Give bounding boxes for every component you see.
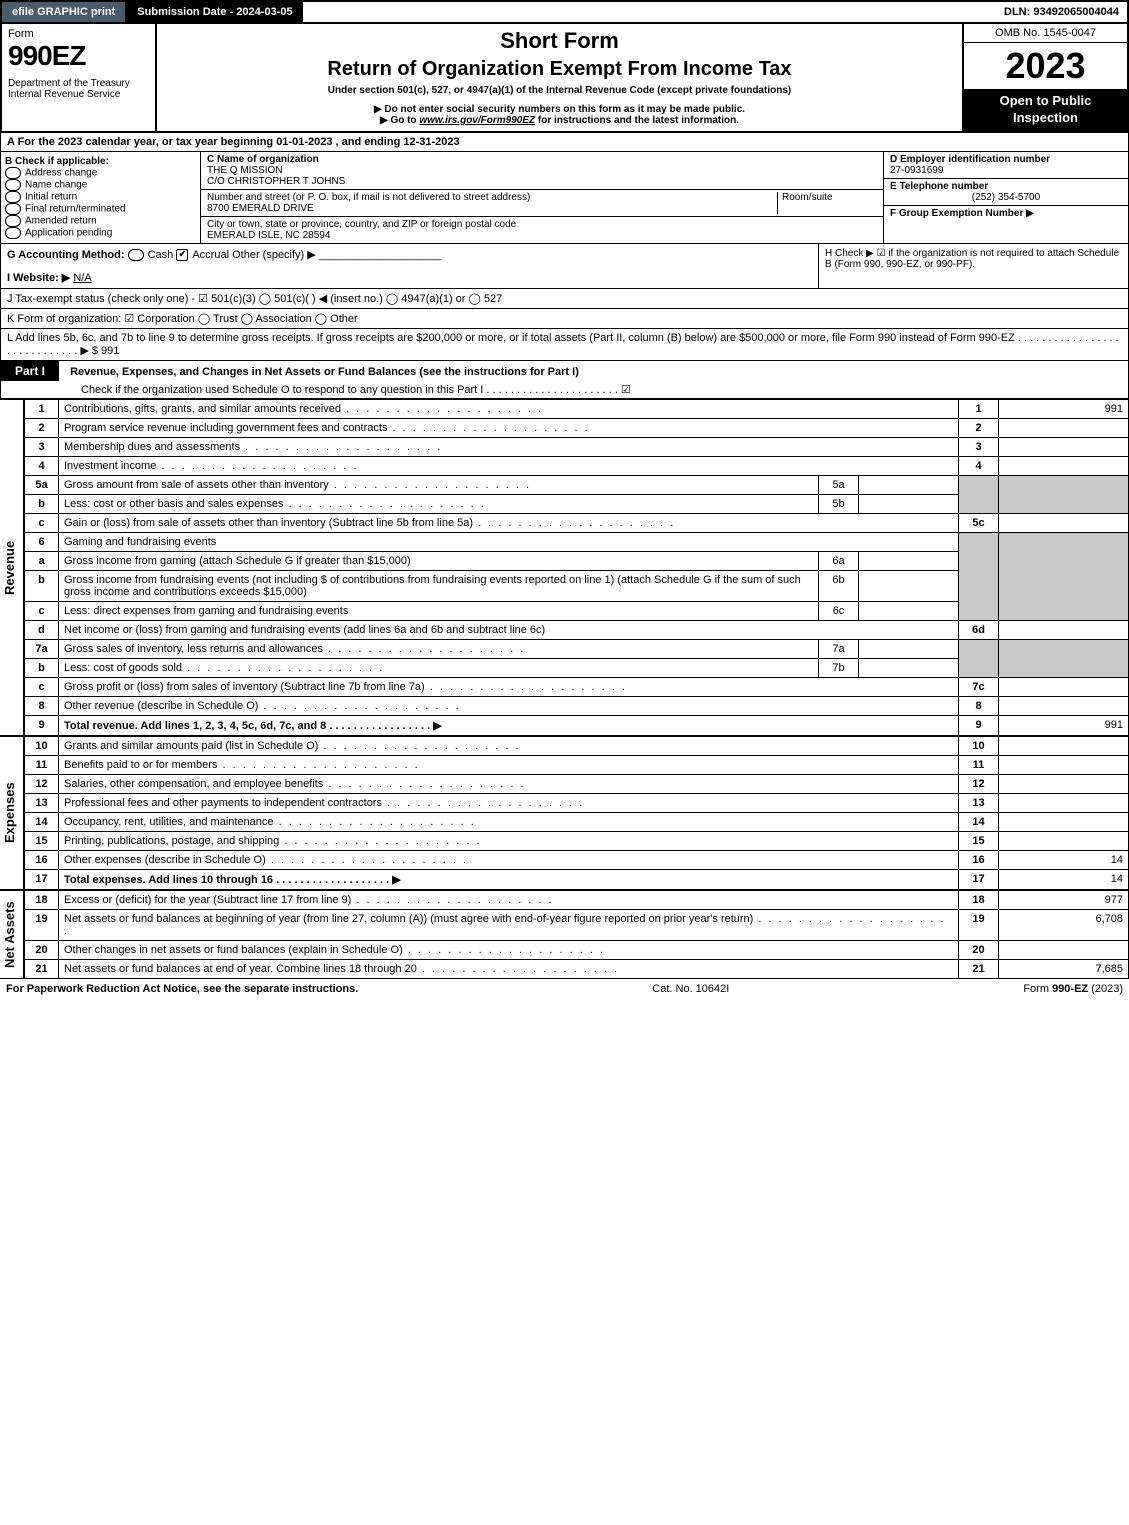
line-7a: 7aGross sales of inventory, less returns…: [25, 639, 1129, 658]
header-mid: Short Form Return of Organization Exempt…: [157, 24, 962, 131]
dln-label: DLN: 93492065004044: [996, 2, 1127, 22]
department-label: Department of the Treasury Internal Reve…: [8, 78, 149, 100]
c-name-label: C Name of organization: [207, 154, 319, 165]
header-left: Form 990EZ Department of the Treasury In…: [2, 24, 157, 131]
line-4: 4Investment income4: [25, 456, 1129, 475]
k-form-of-org: K Form of organization: ☑ Corporation ◯ …: [0, 309, 1129, 329]
section-gh: G Accounting Method: Cash Accrual Other …: [0, 244, 1129, 289]
line-9: 9Total revenue. Add lines 1, 2, 3, 4, 5c…: [25, 715, 1129, 735]
chk-application-pending[interactable]: Application pending: [5, 227, 196, 239]
line-5a: 5aGross amount from sale of assets other…: [25, 475, 1129, 494]
expenses-table: 10Grants and similar amounts paid (list …: [24, 736, 1129, 890]
col-d-ein-phone: D Employer identification number 27-0931…: [883, 152, 1128, 243]
d-ein-label: D Employer identification number: [890, 154, 1122, 165]
line-14: 14Occupancy, rent, utilities, and mainte…: [25, 812, 1129, 831]
form-number: 990EZ: [8, 40, 149, 72]
col-b-check-applicable: B Check if applicable: Address change Na…: [1, 152, 201, 243]
line-18: 18Excess or (deficit) for the year (Subt…: [25, 890, 1129, 909]
ssn-warning: Do not enter social security numbers on …: [163, 104, 956, 115]
line-7c: cGross profit or (loss) from sales of in…: [25, 677, 1129, 696]
line-3: 3Membership dues and assessments3: [25, 437, 1129, 456]
f-group-exemption: F Group Exemption Number ▶: [890, 208, 1122, 219]
expenses-section: Expenses 10Grants and similar amounts pa…: [0, 736, 1129, 890]
irs-link[interactable]: www.irs.gov/Form990EZ: [419, 115, 535, 126]
part-1-header-row: Part I Revenue, Expenses, and Changes in…: [0, 361, 1129, 399]
chk-cash[interactable]: [128, 249, 144, 261]
line-8: 8Other revenue (describe in Schedule O)8: [25, 696, 1129, 715]
line-6: 6Gaming and fundraising events: [25, 532, 1129, 551]
form-header: Form 990EZ Department of the Treasury In…: [0, 24, 1129, 133]
net-assets-table: 18Excess or (deficit) for the year (Subt…: [24, 890, 1129, 979]
inspection-badge: Open to Public Inspection: [964, 89, 1127, 131]
footer-left: For Paperwork Reduction Act Notice, see …: [6, 983, 358, 995]
col-c-org-info: C Name of organization THE Q MISSION C/O…: [201, 152, 883, 243]
chk-name-change[interactable]: Name change: [5, 179, 196, 191]
instructions-note: Go to www.irs.gov/Form990EZ for instruct…: [163, 115, 956, 126]
e-phone-label: E Telephone number: [890, 181, 1122, 192]
addr-label: Number and street (or P. O. box, if mail…: [207, 192, 530, 203]
part-1-check: Check if the organization used Schedule …: [1, 381, 1128, 398]
org-name-2: C/O CHRISTOPHER T JOHNS: [207, 176, 345, 187]
line-15: 15Printing, publications, postage, and s…: [25, 831, 1129, 850]
l-amount: 991: [101, 345, 119, 357]
chk-address-change[interactable]: Address change: [5, 167, 196, 179]
line-13: 13Professional fees and other payments t…: [25, 793, 1129, 812]
line-20: 20Other changes in net assets or fund ba…: [25, 940, 1129, 959]
footer-mid: Cat. No. 10642I: [652, 983, 729, 995]
phone-value: (252) 354-5700: [890, 192, 1122, 203]
note2-prefix: Go to: [390, 115, 419, 126]
page-footer: For Paperwork Reduction Act Notice, see …: [0, 979, 1129, 999]
revenue-table: 1Contributions, gifts, grants, and simil…: [24, 399, 1129, 736]
top-bar: efile GRAPHIC print Submission Date - 20…: [0, 0, 1129, 24]
line-21: 21Net assets or fund balances at end of …: [25, 959, 1129, 978]
block-bcdef: B Check if applicable: Address change Na…: [0, 152, 1129, 244]
footer-right: Form 990-EZ (2023): [1023, 983, 1123, 995]
g-accounting-method: G Accounting Method: Cash Accrual Other …: [1, 244, 818, 288]
i-website-label: I Website: ▶: [7, 272, 70, 284]
chk-final-return[interactable]: Final return/terminated: [5, 203, 196, 215]
room-suite-label: Room/suite: [777, 192, 877, 214]
line-12: 12Salaries, other compensation, and empl…: [25, 774, 1129, 793]
revenue-side-label: Revenue: [0, 399, 24, 736]
line-16: 16Other expenses (describe in Schedule O…: [25, 850, 1129, 869]
row-a-calendar-year: A For the 2023 calendar year, or tax yea…: [0, 133, 1129, 152]
form-word: Form: [8, 28, 149, 40]
website-value: N/A: [73, 272, 91, 284]
l-gross-receipts: L Add lines 5b, 6c, and 7b to line 9 to …: [0, 329, 1129, 361]
chk-accrual[interactable]: [176, 249, 188, 261]
city-state-zip: EMERALD ISLE, NC 28594: [207, 230, 330, 241]
line-17: 17Total expenses. Add lines 10 through 1…: [25, 869, 1129, 889]
h-schedule-b: H Check ▶ ☑ if the organization is not r…: [818, 244, 1128, 288]
expenses-side-label: Expenses: [0, 736, 24, 890]
part-1-desc: Revenue, Expenses, and Changes in Net As…: [62, 366, 579, 378]
tax-year: 2023: [964, 43, 1127, 89]
omb-number: OMB No. 1545-0047: [964, 24, 1127, 43]
line-1: 1Contributions, gifts, grants, and simil…: [25, 399, 1129, 418]
main-title: Return of Organization Exempt From Incom…: [163, 58, 956, 81]
chk-initial-return[interactable]: Initial return: [5, 191, 196, 203]
line-5c: cGain or (loss) from sale of assets othe…: [25, 513, 1129, 532]
net-assets-section: Net Assets 18Excess or (deficit) for the…: [0, 890, 1129, 979]
chk-amended-return[interactable]: Amended return: [5, 215, 196, 227]
street-address: 8700 EMERALD DRIVE: [207, 203, 314, 214]
part-1-badge: Part I: [1, 361, 59, 381]
note2-suffix: for instructions and the latest informat…: [535, 115, 739, 126]
line-19: 19Net assets or fund balances at beginni…: [25, 909, 1129, 940]
header-right: OMB No. 1545-0047 2023 Open to Public In…: [962, 24, 1127, 131]
line-2: 2Program service revenue including gover…: [25, 418, 1129, 437]
line-10: 10Grants and similar amounts paid (list …: [25, 736, 1129, 755]
city-label: City or town, state or province, country…: [207, 219, 516, 230]
under-section-note: Under section 501(c), 527, or 4947(a)(1)…: [163, 85, 956, 96]
net-assets-side-label: Net Assets: [0, 890, 24, 979]
org-name-1: THE Q MISSION: [207, 165, 283, 176]
short-form-title: Short Form: [163, 28, 956, 54]
j-tax-exempt-status: J Tax-exempt status (check only one) - ☑…: [0, 289, 1129, 309]
efile-print-button[interactable]: efile GRAPHIC print: [2, 2, 127, 22]
submission-date: Submission Date - 2024-03-05: [127, 2, 302, 22]
line-11: 11Benefits paid to or for members11: [25, 755, 1129, 774]
col-b-header: B Check if applicable:: [5, 156, 196, 167]
ein-value: 27-0931699: [890, 165, 1122, 176]
line-6d: dNet income or (loss) from gaming and fu…: [25, 620, 1129, 639]
revenue-section: Revenue 1Contributions, gifts, grants, a…: [0, 399, 1129, 736]
